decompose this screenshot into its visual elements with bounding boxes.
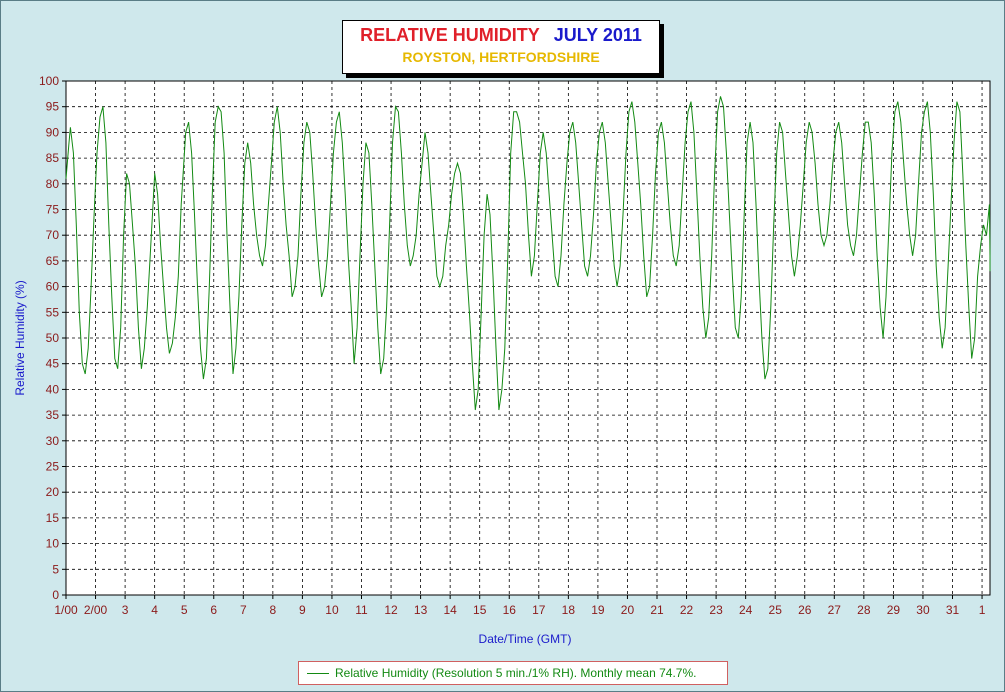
- chart-title-period: JULY 2011: [553, 25, 642, 45]
- x-tick-label: 13: [414, 603, 428, 617]
- x-tick-label: 5: [181, 603, 188, 617]
- y-tick-label: 65: [46, 254, 60, 268]
- x-tick-label: 23: [709, 603, 723, 617]
- y-tick-label: 40: [46, 382, 60, 396]
- x-tick-label: 27: [828, 603, 842, 617]
- humidity-series-line: [65, 96, 991, 411]
- y-tick-label: 50: [46, 331, 60, 345]
- x-tick-label: 2/00: [84, 603, 108, 617]
- chart-title-box: RELATIVE HUMIDITY JULY 2011 ROYSTON, HERT…: [342, 20, 660, 74]
- legend-entry: Relative Humidity (Resolution 5 min./1% …: [335, 666, 697, 680]
- y-tick-label: 55: [46, 305, 60, 319]
- chart-title: RELATIVE HUMIDITY: [360, 25, 540, 45]
- x-tick-label: 10: [325, 603, 339, 617]
- x-tick-label: 9: [299, 603, 306, 617]
- y-tick-label: 35: [46, 408, 60, 422]
- y-tick-label: 75: [46, 203, 60, 217]
- x-tick-label: 6: [210, 603, 217, 617]
- y-axis-ticks: 0 5 10 15 20 25 30 35 40 45 50 55 60 65 70 75 80 85 90 95 10…: [39, 74, 66, 602]
- x-tick-label: 3: [122, 603, 129, 617]
- chart-subtitle: ROYSTON, HERTFORDSHIRE: [402, 49, 600, 65]
- x-tick-label: 22: [680, 603, 694, 617]
- x-tick-label: 25: [769, 603, 783, 617]
- x-tick-label: 17: [532, 603, 546, 617]
- x-tick-label: 28: [857, 603, 871, 617]
- y-tick-label: 30: [46, 434, 60, 448]
- y-tick-label: 0: [52, 588, 59, 602]
- x-tick-label: 24: [739, 603, 753, 617]
- title-line: RELATIVE HUMIDITY JULY 2011: [343, 25, 659, 46]
- x-tick-label: 19: [591, 603, 605, 617]
- y-tick-label: 20: [46, 485, 60, 499]
- x-tick-label: 30: [916, 603, 930, 617]
- x-tick-label: 18: [562, 603, 576, 617]
- y-tick-label: 25: [46, 460, 60, 474]
- y-tick-label: 70: [46, 228, 60, 242]
- x-tick-label: 1/00: [54, 603, 78, 617]
- x-tick-label: 4: [151, 603, 158, 617]
- x-tick-label: 14: [443, 603, 457, 617]
- y-tick-label: 5: [52, 562, 59, 576]
- y-tick-label: 10: [46, 537, 60, 551]
- legend: Relative Humidity (Resolution 5 min./1% …: [298, 661, 728, 685]
- x-tick-label: 31: [946, 603, 960, 617]
- y-tick-label: 100: [39, 74, 59, 88]
- y-tick-label: 90: [46, 125, 60, 139]
- x-tick-label: 26: [798, 603, 812, 617]
- x-tick-label: 20: [621, 603, 635, 617]
- x-tick-label: 15: [473, 603, 487, 617]
- x-tick-label: 29: [887, 603, 901, 617]
- x-axis-title: Date/Time (GMT): [479, 632, 572, 646]
- legend-line-swatch: [307, 672, 329, 674]
- y-tick-label: 15: [46, 511, 60, 525]
- x-tick-label: 7: [240, 603, 247, 617]
- x-tick-label: 12: [384, 603, 398, 617]
- x-tick-label: 1: [979, 603, 986, 617]
- y-tick-label: 95: [46, 100, 60, 114]
- x-tick-label: 16: [503, 603, 517, 617]
- x-axis-ticks: 1/00 2/00 3 4 5 6 7 8 9 10 11 12 13 14 15 16 17 18 19 20 21 2…: [54, 595, 986, 617]
- x-tick-label: 8: [270, 603, 277, 617]
- y-axis-title: Relative Humidity (%): [13, 280, 27, 395]
- y-tick-label: 45: [46, 357, 60, 371]
- y-tick-label: 85: [46, 151, 60, 165]
- y-tick-label: 60: [46, 280, 60, 294]
- x-tick-label: 11: [355, 603, 368, 617]
- x-tick-label: 21: [650, 603, 664, 617]
- y-tick-label: 80: [46, 177, 60, 191]
